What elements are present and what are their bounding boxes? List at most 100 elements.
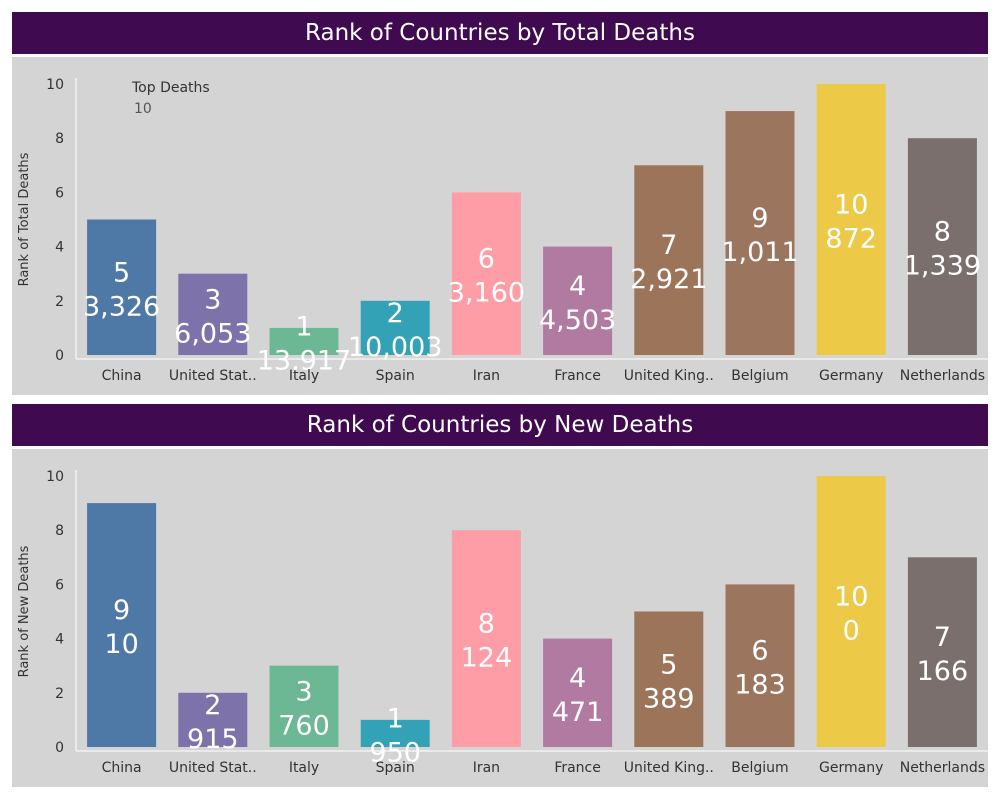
new-deaths-bar-rank-label: 6 [751, 636, 768, 667]
new-deaths-x-tick-label: Netherlands [900, 760, 985, 776]
total-deaths-bar-rank-label: 5 [113, 257, 130, 288]
new-deaths-title: Rank of Countries by New Deaths [306, 412, 694, 438]
total-deaths-bar-france [543, 246, 613, 355]
new-deaths-bar-deaths-label: 950 [369, 737, 421, 768]
total-deaths-y-tick-label: 0 [55, 348, 64, 364]
new-deaths-x-tick-label: Germany [819, 760, 883, 776]
new-deaths-bar-rank-label: 8 [478, 609, 495, 640]
total-deaths-bar-belgium [725, 111, 795, 355]
new-deaths-bar-deaths-label: 166 [917, 656, 969, 687]
total-deaths-x-tick-label: Iran [473, 368, 500, 384]
new-deaths-y-axis-label: Rank of New Deaths [17, 545, 32, 677]
new-deaths-bar-spain [360, 719, 430, 747]
total-deaths-bar-deaths-label: 4,503 [539, 305, 616, 336]
new-deaths-bar-china [87, 503, 157, 747]
total-deaths-bar-spain [360, 300, 430, 355]
new-deaths-x-tick-label: Spain [376, 760, 415, 776]
new-deaths-y-tick-label: 10 [46, 469, 64, 485]
total-deaths-y-tick-label: 2 [55, 294, 64, 310]
new-deaths-bar-rank-label: 1 [387, 703, 404, 734]
total-deaths-bar-deaths-label: 872 [825, 224, 877, 255]
total-deaths-y-axis-label: Rank of Total Deaths [17, 152, 32, 286]
total-deaths-bar-rank-label: 3 [204, 284, 221, 315]
total-deaths-x-tick-label: United Stat.. [169, 368, 257, 384]
new-deaths-x-tick-label: United King.. [624, 760, 714, 776]
total-deaths-bar-united-states [178, 273, 248, 355]
total-deaths-bar-germany [816, 84, 886, 355]
total-deaths-parameter-label: Top Deaths [131, 80, 210, 96]
total-deaths-bar-iran [451, 192, 521, 355]
total-deaths-bar-deaths-label: 6,053 [174, 318, 251, 349]
new-deaths-y-tick-label: 4 [55, 632, 64, 648]
new-deaths-bar-deaths-label: 471 [552, 697, 604, 728]
total-deaths-bar-deaths-label: 3,326 [83, 291, 160, 322]
total-deaths-bar-netherlands [907, 138, 977, 355]
total-deaths-parameter-value: 10 [134, 101, 152, 117]
new-deaths-bar-deaths-label: 124 [461, 643, 513, 674]
new-deaths-y-tick-label: 6 [55, 577, 64, 593]
new-deaths-bar-germany [816, 476, 886, 747]
new-deaths-bar-united-kingdom [634, 611, 704, 747]
new-deaths-bar-netherlands [907, 557, 977, 747]
total-deaths-bar-rank-label: 9 [751, 203, 768, 234]
total-deaths-bar-deaths-label: 3,160 [448, 278, 525, 309]
total-deaths-y-tick-label: 4 [55, 240, 64, 256]
total-deaths-bar-deaths-label: 2,921 [630, 264, 707, 295]
new-deaths-bar-deaths-label: 389 [643, 683, 695, 714]
new-deaths-x-tick-label: Italy [289, 760, 319, 776]
total-deaths-bar-rank-label: 7 [660, 230, 677, 261]
new-deaths-bar-iran [451, 530, 521, 747]
new-deaths-bar-rank-label: 9 [113, 595, 130, 626]
total-deaths-x-tick-label: France [554, 368, 601, 384]
total-deaths-bar-rank-label: 6 [478, 244, 495, 275]
new-deaths-y-tick-label: 2 [55, 686, 64, 702]
total-deaths-bar-china [87, 219, 157, 355]
total-deaths-bar-deaths-label: 13,917 [257, 345, 351, 376]
new-deaths-chart-panel: 0 2 4 6 8 10 Rank of New Deaths 9 10 China 2 915 Uni… [12, 449, 988, 787]
total-deaths-x-tick-label: Italy [289, 368, 319, 384]
total-deaths-x-tick-label: Germany [819, 368, 883, 384]
total-deaths-title: Rank of Countries by Total Deaths [305, 20, 695, 46]
new-deaths-bar-rank-label: 5 [660, 649, 677, 680]
new-deaths-bar-deaths-label: 760 [278, 710, 330, 741]
new-deaths-header: Rank of Countries by New Deaths [12, 404, 988, 446]
new-deaths-x-tick-label: Iran [473, 760, 500, 776]
total-deaths-x-tick-label: China [102, 368, 142, 384]
total-deaths-bar-deaths-label: 1,011 [721, 237, 798, 268]
total-deaths-bar-deaths-label: 10,003 [348, 332, 442, 363]
new-deaths-bar-deaths-label: 183 [734, 670, 786, 701]
total-deaths-bar-italy [269, 327, 339, 355]
new-deaths-x-tick-label: France [554, 760, 601, 776]
new-deaths-bar-united-states [178, 692, 248, 747]
total-deaths-x-tick-label: Belgium [731, 368, 788, 384]
total-deaths-header: Rank of Countries by Total Deaths [12, 12, 988, 54]
total-deaths-chart-panel: 0 2 4 6 8 10 Rank of Total Deaths 5 3,326 China 3 6… [12, 57, 988, 395]
total-deaths-bar-rank-label: 4 [569, 271, 586, 302]
new-deaths-bar-rank-label: 2 [204, 690, 221, 721]
total-deaths-bar-deaths-label: 1,339 [904, 251, 981, 282]
total-deaths-x-tick-label: Netherlands [900, 368, 985, 384]
new-deaths-bar-france [543, 638, 613, 747]
total-deaths-bar-rank-label: 2 [387, 298, 404, 329]
total-deaths-y-tick-label: 6 [55, 185, 64, 201]
new-deaths-x-tick-label: United Stat.. [169, 760, 257, 776]
new-deaths-bar-rank-label: 7 [934, 622, 951, 653]
new-deaths-bar-italy [269, 665, 339, 747]
new-deaths-y-tick-label: 0 [55, 740, 64, 756]
new-deaths-bar-deaths-label: 0 [843, 616, 860, 647]
new-deaths-y-tick-label: 8 [55, 523, 64, 539]
total-deaths-y-tick-label: 8 [55, 131, 64, 147]
total-deaths-x-tick-label: United King.. [624, 368, 714, 384]
total-deaths-x-tick-label: Spain [376, 368, 415, 384]
total-deaths-bar-rank-label: 1 [295, 311, 312, 342]
new-deaths-bar-deaths-label: 915 [187, 724, 239, 755]
new-deaths-bar-deaths-label: 10 [104, 629, 138, 660]
new-deaths-x-tick-label: Belgium [731, 760, 788, 776]
total-deaths-y-tick-label: 10 [46, 77, 64, 93]
new-deaths-x-tick-label: China [102, 760, 142, 776]
new-deaths-bar-rank-label: 3 [295, 676, 312, 707]
total-deaths-bar-rank-label: 8 [934, 217, 951, 248]
new-deaths-bar-rank-label: 4 [569, 663, 586, 694]
